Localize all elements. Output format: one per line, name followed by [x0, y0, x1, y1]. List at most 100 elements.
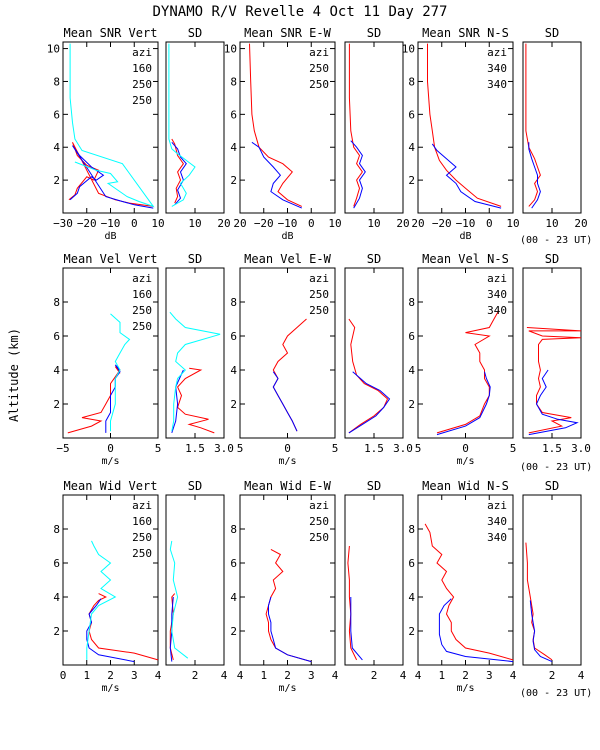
y-tick-label: 6 — [408, 108, 415, 121]
panel-frame — [344, 494, 404, 666]
series-line — [171, 141, 187, 206]
series-line — [424, 523, 514, 661]
y-tick-label: 8 — [53, 296, 60, 309]
y-tick-label: 2 — [230, 174, 237, 187]
series-line — [525, 43, 541, 207]
series-line — [427, 43, 502, 207]
y-tick-label: 6 — [408, 557, 415, 570]
y-tick-label: 4 — [230, 141, 237, 154]
y-tick-label: 8 — [408, 296, 415, 309]
legend-entry: 340 — [487, 78, 507, 91]
x-tick-label: 4 — [510, 669, 517, 682]
series-line — [438, 598, 514, 663]
series-line — [265, 548, 312, 663]
y-tick-label: 2 — [53, 398, 60, 411]
series-line — [350, 597, 363, 661]
x-tick-label: 4 — [155, 669, 162, 682]
x-tick-label: 10 — [328, 217, 341, 230]
time-note-row2: (00 - 23 UT) — [520, 462, 592, 473]
series-line — [347, 545, 358, 661]
panel-frame — [522, 41, 582, 214]
panel-title: Mean SNR E-W — [244, 26, 331, 40]
x-axis-label: m/s — [101, 683, 119, 694]
series-line — [436, 371, 491, 436]
y-tick-label: 6 — [230, 330, 237, 343]
panel-snr_ew: Mean SNR E-W −20 −10 0 10 20 2 4 6 8 10 dB azi 250 250 — [224, 26, 342, 242]
legend-header: azi — [487, 46, 507, 59]
x-tick-label: −20 — [254, 217, 274, 230]
panel-frame — [522, 494, 582, 666]
x-tick-label: 3.0 — [214, 442, 234, 455]
panel-wid_vert: Mean Wid Vert 0 1 2 3 4 2 4 6 8 m/s azi 160 250 250 — [53, 479, 161, 694]
panel-vel_ns: Mean Vel N-S 0 5 5 2 4 6 8 m/s azi 340 340 — [408, 252, 516, 467]
x-tick-label: −20 — [432, 217, 452, 230]
x-tick-label: 2 — [371, 669, 378, 682]
x-tick-label: −20 — [77, 217, 97, 230]
series-line — [272, 371, 298, 432]
panel-wid_ew: Mean Wid E-W 1 2 3 4 4 2 4 6 8 m/s azi 250 250 — [230, 479, 338, 694]
y-tick-label: 6 — [408, 330, 415, 343]
legend-entry: 340 — [487, 515, 507, 528]
series-line — [526, 327, 582, 434]
panel-title: SD — [367, 252, 381, 266]
x-tick-label: 4 — [332, 669, 339, 682]
series-line — [348, 43, 364, 207]
panel-title: Mean Vel N-S — [422, 252, 509, 266]
x-axis-label: m/s — [456, 456, 474, 467]
x-tick-label: 2 — [107, 669, 114, 682]
x-tick-label: 1 — [438, 669, 445, 682]
x-tick-label: 10 — [545, 217, 558, 230]
panel-vel_vert: Mean Vel Vert −5 0 5 2 4 6 8 m/s azi 160 250 250 — [53, 252, 161, 467]
legend-entry: 340 — [487, 304, 507, 317]
y-tick-label: 4 — [408, 141, 415, 154]
y-tick-label: 8 — [230, 523, 237, 536]
x-tick-label: 5 — [510, 442, 517, 455]
x-tick-label: 4 — [415, 669, 422, 682]
legend-entry: 250 — [132, 547, 152, 560]
panel-title: SD — [367, 26, 381, 40]
x-tick-label: 1.5 — [185, 442, 205, 455]
x-tick-label: 20 — [574, 217, 587, 230]
x-tick-label: 5 — [155, 442, 162, 455]
legend-entry: 250 — [132, 78, 152, 91]
series-line — [528, 369, 579, 436]
y-tick-label: 4 — [408, 364, 415, 377]
y-tick-label: 4 — [53, 591, 60, 604]
y-tick-label: 10 — [402, 43, 415, 56]
series-line — [88, 593, 159, 661]
legend-entry: 160 — [132, 515, 152, 528]
series-line — [348, 371, 391, 434]
panel-title: Mean SNR Vert — [64, 26, 158, 40]
y-tick-label: 8 — [53, 75, 60, 88]
series-line — [86, 540, 117, 660]
panel-title: SD — [188, 26, 202, 40]
panel-title: Mean Wid N-S — [422, 479, 509, 493]
legend-entry: 340 — [487, 62, 507, 75]
y-tick-label: 2 — [230, 625, 237, 638]
x-tick-label: 1.5 — [364, 442, 384, 455]
panel-title: SD — [188, 252, 202, 266]
y-tick-label: 8 — [408, 75, 415, 88]
legend-entry: 160 — [132, 62, 152, 75]
series-line — [169, 311, 221, 432]
series-line — [168, 43, 196, 207]
series-line — [171, 369, 184, 434]
y-tick-label: 10 — [47, 43, 60, 56]
panel-title: SD — [545, 252, 559, 266]
x-tick-label: 2 — [284, 669, 291, 682]
x-tick-label: 3 — [308, 669, 315, 682]
x-axis-label: m/s — [278, 456, 296, 467]
legend-header: azi — [487, 499, 507, 512]
x-tick-label: 3.0 — [393, 442, 413, 455]
x-axis-label: dB — [459, 231, 471, 242]
series-line — [436, 310, 500, 434]
x-tick-label: 2 — [549, 669, 556, 682]
x-tick-label: 0 — [486, 217, 493, 230]
panel-snr_ns: Mean SNR N-S −20 −10 0 10 20 2 4 6 8 10 dB azi 340 340 — [402, 26, 520, 242]
x-tick-label: 0 — [131, 217, 138, 230]
y-tick-label: 8 — [230, 75, 237, 88]
panel-vel_ew: Mean Vel E-W 0 5 5 2 4 6 8 m/s azi 250 250 — [230, 252, 338, 467]
y-tick-label: 4 — [53, 364, 60, 377]
panel-wid_ew_sd: SD 2 4 — [344, 479, 407, 682]
